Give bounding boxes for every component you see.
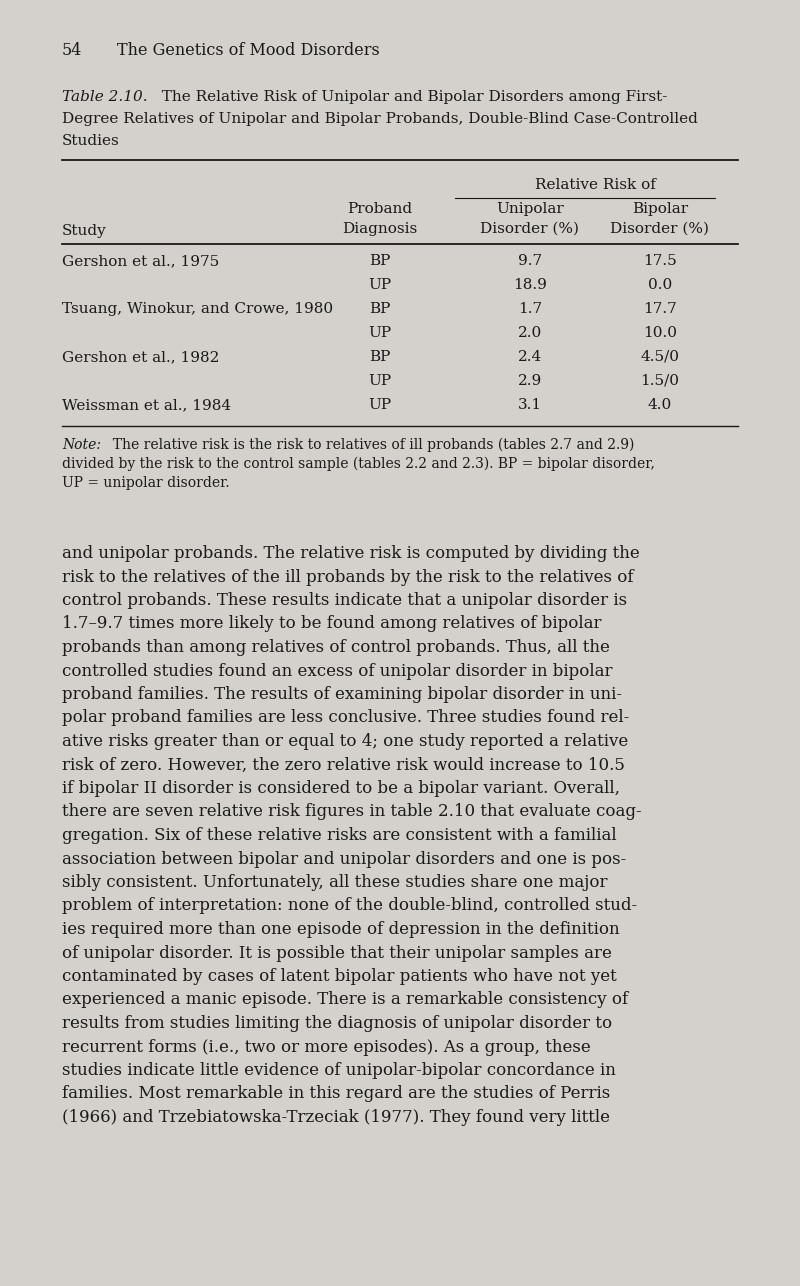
Text: results from studies limiting the diagnosis of unipolar disorder to: results from studies limiting the diagno…: [62, 1015, 612, 1031]
Text: of unipolar disorder. It is possible that their unipolar samples are: of unipolar disorder. It is possible tha…: [62, 944, 612, 962]
Text: 1.7–9.7 times more likely to be found among relatives of bipolar: 1.7–9.7 times more likely to be found am…: [62, 616, 602, 633]
Text: The relative risk is the risk to relatives of ill probands (tables 2.7 and 2.9): The relative risk is the risk to relativ…: [104, 439, 634, 453]
Text: Relative Risk of: Relative Risk of: [534, 177, 655, 192]
Text: UP = unipolar disorder.: UP = unipolar disorder.: [62, 476, 230, 490]
Text: BP: BP: [370, 302, 390, 316]
Text: The Relative Risk of Unipolar and Bipolar Disorders among First-: The Relative Risk of Unipolar and Bipola…: [152, 90, 667, 104]
Text: Diagnosis: Diagnosis: [342, 222, 418, 237]
Text: 9.7: 9.7: [518, 255, 542, 267]
Text: UP: UP: [369, 278, 391, 292]
Text: divided by the risk to the control sample (tables 2.2 and 2.3). BP = bipolar dis: divided by the risk to the control sampl…: [62, 457, 655, 472]
Text: probands than among relatives of control probands. Thus, all the: probands than among relatives of control…: [62, 639, 610, 656]
Text: Gershon et al., 1975: Gershon et al., 1975: [62, 255, 219, 267]
Text: 17.7: 17.7: [643, 302, 677, 316]
Text: BP: BP: [370, 350, 390, 364]
Text: contaminated by cases of latent bipolar patients who have not yet: contaminated by cases of latent bipolar …: [62, 968, 617, 985]
Text: families. Most remarkable in this regard are the studies of Perris: families. Most remarkable in this regard…: [62, 1085, 610, 1102]
Text: Disorder (%): Disorder (%): [610, 222, 710, 237]
Text: UP: UP: [369, 325, 391, 340]
Text: 0.0: 0.0: [648, 278, 672, 292]
Text: ative risks greater than or equal to 4; one study reported a relative: ative risks greater than or equal to 4; …: [62, 733, 628, 750]
Text: 54: 54: [62, 42, 82, 59]
Text: Studies: Studies: [62, 134, 120, 148]
Text: control probands. These results indicate that a unipolar disorder is: control probands. These results indicate…: [62, 592, 627, 610]
Text: BP: BP: [370, 255, 390, 267]
Text: 1.5/0: 1.5/0: [641, 374, 679, 388]
Text: risk of zero. However, the zero relative risk would increase to 10.5: risk of zero. However, the zero relative…: [62, 756, 625, 773]
Text: Table 2.10.: Table 2.10.: [62, 90, 148, 104]
Text: Note:: Note:: [62, 439, 101, 451]
Text: 2.4: 2.4: [518, 350, 542, 364]
Text: 4.5/0: 4.5/0: [641, 350, 679, 364]
Text: Bipolar: Bipolar: [632, 202, 688, 216]
Text: problem of interpretation: none of the double-blind, controlled stud-: problem of interpretation: none of the d…: [62, 898, 637, 914]
Text: 17.5: 17.5: [643, 255, 677, 267]
Text: polar proband families are less conclusive. Three studies found rel-: polar proband families are less conclusi…: [62, 710, 630, 727]
Text: Unipolar: Unipolar: [496, 202, 564, 216]
Text: Gershon et al., 1982: Gershon et al., 1982: [62, 350, 219, 364]
Text: Proband: Proband: [347, 202, 413, 216]
Text: and unipolar probands. The relative risk is computed by dividing the: and unipolar probands. The relative risk…: [62, 545, 640, 562]
Text: Study: Study: [62, 224, 106, 238]
Text: 1.7: 1.7: [518, 302, 542, 316]
Text: there are seven relative risk figures in table 2.10 that evaluate coag-: there are seven relative risk figures in…: [62, 804, 642, 820]
Text: (1966) and Trzebiatowska-Trzeciak (1977). They found very little: (1966) and Trzebiatowska-Trzeciak (1977)…: [62, 1109, 610, 1127]
Text: The Genetics of Mood Disorders: The Genetics of Mood Disorders: [117, 42, 380, 59]
Text: studies indicate little evidence of unipolar-bipolar concordance in: studies indicate little evidence of unip…: [62, 1062, 616, 1079]
Text: 2.9: 2.9: [518, 374, 542, 388]
Text: recurrent forms (i.e., two or more episodes). As a group, these: recurrent forms (i.e., two or more episo…: [62, 1039, 590, 1056]
Text: risk to the relatives of the ill probands by the risk to the relatives of: risk to the relatives of the ill proband…: [62, 568, 634, 585]
Text: Degree Relatives of Unipolar and Bipolar Probands, Double-Blind Case-Controlled: Degree Relatives of Unipolar and Bipolar…: [62, 112, 698, 126]
Text: Tsuang, Winokur, and Crowe, 1980: Tsuang, Winokur, and Crowe, 1980: [62, 302, 333, 316]
Text: Weissman et al., 1984: Weissman et al., 1984: [62, 397, 231, 412]
Text: 2.0: 2.0: [518, 325, 542, 340]
Text: controlled studies found an excess of unipolar disorder in bipolar: controlled studies found an excess of un…: [62, 662, 613, 679]
Text: gregation. Six of these relative risks are consistent with a familial: gregation. Six of these relative risks a…: [62, 827, 617, 844]
Text: UP: UP: [369, 374, 391, 388]
Text: proband families. The results of examining bipolar disorder in uni-: proband families. The results of examini…: [62, 685, 622, 703]
Text: association between bipolar and unipolar disorders and one is pos-: association between bipolar and unipolar…: [62, 850, 626, 868]
Text: experienced a manic episode. There is a remarkable consistency of: experienced a manic episode. There is a …: [62, 992, 628, 1008]
Text: if bipolar II disorder is considered to be a bipolar variant. Overall,: if bipolar II disorder is considered to …: [62, 781, 620, 797]
Text: 10.0: 10.0: [643, 325, 677, 340]
Text: ies required more than one episode of depression in the definition: ies required more than one episode of de…: [62, 921, 620, 937]
Text: Disorder (%): Disorder (%): [481, 222, 579, 237]
Text: 4.0: 4.0: [648, 397, 672, 412]
Text: 18.9: 18.9: [513, 278, 547, 292]
Text: sibly consistent. Unfortunately, all these studies share one major: sibly consistent. Unfortunately, all the…: [62, 874, 607, 891]
Text: 3.1: 3.1: [518, 397, 542, 412]
Text: UP: UP: [369, 397, 391, 412]
